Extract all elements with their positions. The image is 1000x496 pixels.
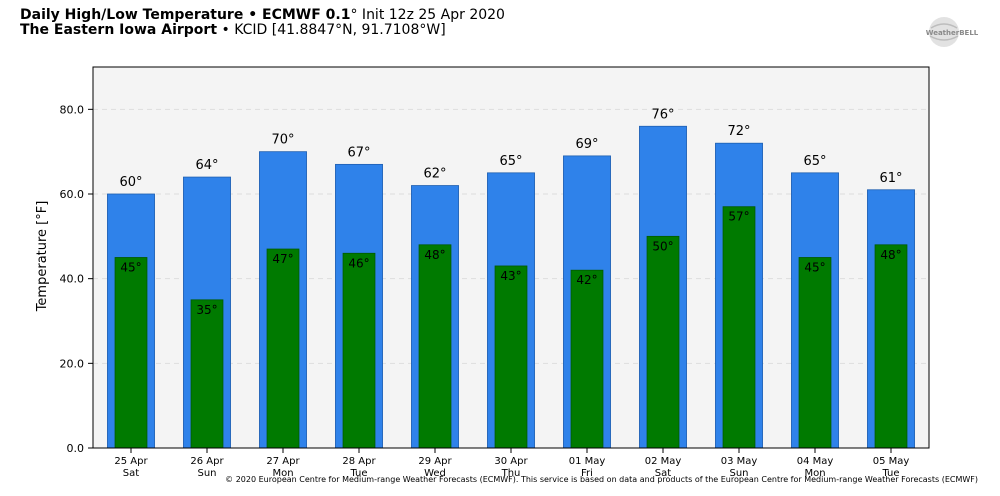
x-tick-label-date: 04 May — [797, 456, 834, 467]
x-tick-label-date: 26 Apr — [190, 456, 224, 467]
low-temp-label: 47° — [272, 252, 293, 266]
high-temp-label: 64° — [195, 158, 218, 173]
x-tick-label-date: 02 May — [645, 456, 682, 467]
x-tick-label-weekday: Fri — [581, 468, 593, 479]
x-tick-label-weekday: Wed — [424, 468, 446, 479]
low-temp-bar — [418, 244, 452, 449]
high-temp-label: 72° — [727, 124, 750, 139]
low-temp-bar — [342, 252, 376, 449]
low-temp-bar — [570, 269, 604, 449]
x-tick-label-weekday: Sun — [729, 468, 748, 479]
low-temp-label: 43° — [500, 269, 521, 283]
x-tick-label-date: 03 May — [721, 456, 758, 467]
x-tick-label-date: 29 Apr — [418, 456, 452, 467]
low-temp-label: 42° — [576, 273, 597, 287]
low-temp-label: 48° — [880, 248, 901, 262]
chart-subtitle: The Eastern Iowa Airport • KCID [41.8847… — [20, 22, 446, 38]
high-temp-label: 65° — [803, 154, 826, 169]
high-temp-label: 69° — [575, 137, 598, 152]
low-temp-label: 48° — [424, 248, 445, 262]
high-temp-label: 67° — [347, 145, 370, 160]
bar-series: 60° 45° 64° 35° 70° 47° 67° 46° 62° 48° 65° 43° 69° 4… — [107, 107, 915, 449]
logo-text: WeatherBELL — [926, 29, 979, 37]
high-temp-label: 61° — [879, 171, 902, 186]
low-temp-label: 57° — [728, 210, 749, 224]
x-tick-label-date: 25 Apr — [114, 456, 148, 467]
high-temp-label: 76° — [651, 107, 674, 122]
high-temp-label: 62° — [423, 167, 446, 182]
chart-title-init: Init 12z 25 Apr 2020 — [357, 7, 505, 23]
low-temp-bar — [646, 235, 680, 449]
low-temp-label: 50° — [652, 239, 673, 253]
low-temp-label: 35° — [196, 303, 217, 317]
chart-title: Daily High/Low Temperature • ECMWF 0.1° … — [20, 7, 505, 23]
weatherbell-logo: WeatherBELL — [926, 17, 979, 47]
low-temp-label: 45° — [804, 261, 825, 275]
high-temp-label: 60° — [119, 175, 142, 190]
low-temp-label: 46° — [348, 256, 369, 270]
x-tick-label-weekday: Sat — [123, 468, 139, 479]
x-tick-label-date: 01 May — [569, 456, 606, 467]
x-tick-label-date: 28 Apr — [342, 456, 376, 467]
logo-swoosh-icon — [929, 23, 959, 41]
x-tick-label-date: 30 Apr — [494, 456, 528, 467]
x-tick-label-weekday: Tue — [349, 468, 367, 479]
station-name: The Eastern Iowa Airport — [20, 22, 218, 38]
y-tick-label: 40.0 — [60, 273, 85, 286]
x-tick-label-weekday: Sun — [197, 468, 216, 479]
x-tick-label-date: 05 May — [873, 456, 910, 467]
low-temp-bar — [190, 299, 224, 449]
x-tick-label-weekday: Mon — [804, 468, 825, 479]
chart-title-main: Daily High/Low Temperature • ECMWF 0.1 — [20, 7, 351, 23]
x-tick-label-weekday: Thu — [501, 468, 521, 479]
x-tick-label-weekday: Sat — [655, 468, 671, 479]
x-tick-label-date: 27 Apr — [266, 456, 300, 467]
low-temp-bar — [798, 257, 832, 449]
low-temp-bar — [114, 257, 148, 449]
copyright-credit: © 2020 European Centre for Medium-range … — [225, 475, 978, 484]
y-axis: 0.0 20.0 40.0 60.0 80.0 — [60, 103, 93, 455]
low-temp-bar — [494, 265, 528, 449]
low-temp-bar — [266, 248, 300, 449]
x-tick-label-weekday: Tue — [881, 468, 899, 479]
chart-title-degree: ° — [350, 7, 358, 23]
y-tick-label: 80.0 — [60, 103, 85, 116]
y-axis-label: Temperature [°F] — [35, 201, 50, 313]
high-temp-label: 65° — [499, 154, 522, 169]
station-info: • KCID [41.8847°N, 91.7108°W] — [217, 22, 446, 38]
low-temp-bar — [722, 206, 756, 449]
low-temp-bar — [874, 244, 908, 449]
y-tick-label: 0.0 — [67, 442, 85, 455]
y-tick-label: 20.0 — [60, 357, 85, 370]
y-tick-label: 60.0 — [60, 188, 85, 201]
low-temp-label: 45° — [120, 261, 141, 275]
x-tick-label-weekday: Mon — [272, 468, 293, 479]
high-temp-label: 70° — [271, 133, 294, 148]
